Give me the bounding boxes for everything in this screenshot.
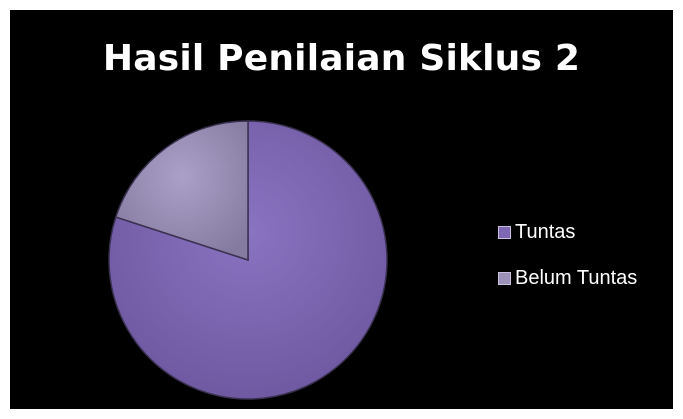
legend-swatch-tuntas bbox=[498, 225, 511, 239]
chart-area: Hasil Penilaian Siklus 2 Tuntas Belum Tu… bbox=[10, 10, 673, 409]
chart-title: Hasil Penilaian Siklus 2 bbox=[102, 38, 581, 79]
legend-item-tuntas: Tuntas bbox=[498, 220, 637, 244]
chart-legend: Tuntas Belum Tuntas bbox=[498, 220, 637, 312]
legend-label-tuntas: Tuntas bbox=[515, 220, 576, 243]
pie-slice-belum-tuntas bbox=[114, 120, 249, 262]
pie-chart bbox=[108, 120, 388, 400]
legend-swatch-belum-tuntas bbox=[498, 271, 511, 285]
legend-item-belum-tuntas: Belum Tuntas bbox=[498, 266, 637, 290]
legend-label-belum-tuntas: Belum Tuntas bbox=[515, 266, 638, 289]
